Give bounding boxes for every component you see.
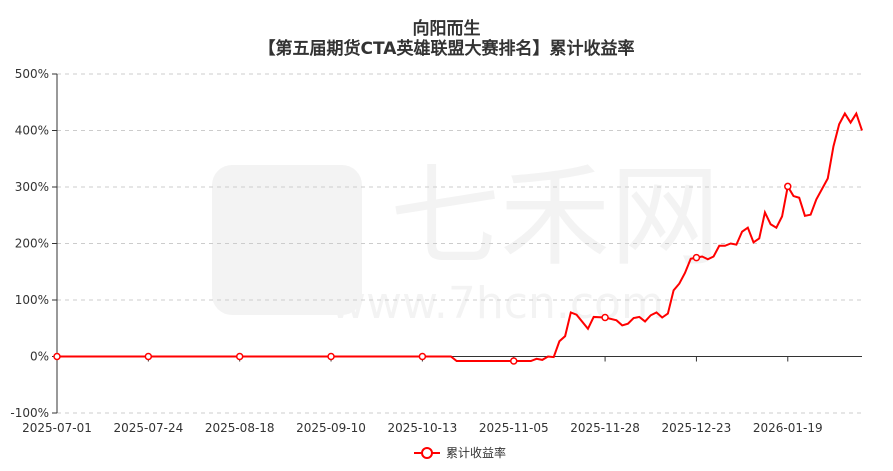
- data-point-marker: [144, 352, 153, 361]
- data-point-marker: [53, 352, 61, 361]
- x-tick-label: 2025-07-24: [113, 421, 183, 435]
- y-tick-label: 400%: [15, 124, 49, 138]
- watermark-logo: [212, 165, 362, 315]
- data-point-marker: [784, 182, 792, 191]
- x-tick-label: 2025-10-13: [388, 421, 458, 435]
- y-tick-label: -100%: [10, 406, 49, 420]
- x-tick-label: 2025-12-23: [662, 421, 732, 435]
- x-tick-label: 2025-07-01: [22, 421, 92, 435]
- x-tick-label: 2026-01-19: [753, 421, 823, 435]
- x-tick-label: 2025-11-05: [479, 421, 549, 435]
- data-point-marker: [235, 352, 244, 361]
- y-tick-label: 0%: [30, 350, 49, 364]
- legend-label: 累计收益率: [446, 445, 506, 460]
- y-tick-label: 100%: [15, 293, 49, 307]
- chart-subtitle: 【第五届期货CTA英雄联盟大赛排名】累计收益率: [258, 39, 635, 59]
- data-point-marker: [601, 313, 609, 322]
- watermark: 七禾网: [390, 153, 720, 281]
- data-point-marker: [327, 352, 335, 361]
- legend-marker: [421, 447, 433, 459]
- x-tick-label: 2025-09-10: [296, 421, 366, 435]
- data-point-marker: [509, 357, 518, 365]
- y-tick-label: 300%: [15, 180, 49, 194]
- watermark-url: www.7hcn.com: [330, 278, 664, 329]
- y-tick-label: 200%: [15, 237, 49, 251]
- x-tick-label: 2025-11-28: [570, 421, 640, 435]
- data-point-marker: [418, 352, 427, 361]
- y-tick-label: 500%: [15, 67, 49, 81]
- chart-title: 向阳而生: [412, 19, 481, 39]
- data-point-marker: [692, 253, 701, 262]
- series-line: [57, 111, 863, 363]
- x-tick-label: 2025-08-18: [205, 421, 275, 435]
